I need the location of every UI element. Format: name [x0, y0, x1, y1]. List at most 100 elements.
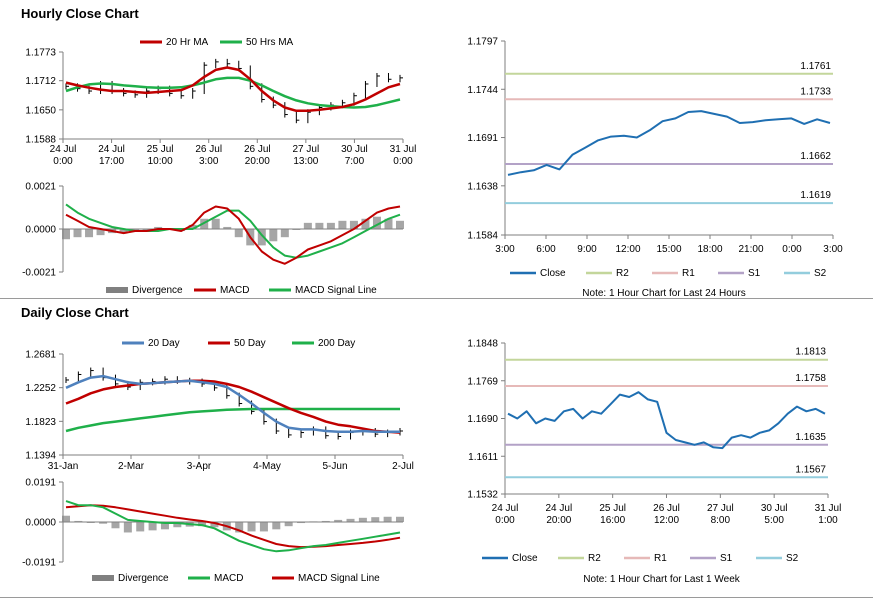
daily-pivot-note: Note: 1 Hour Chart for Last 1 Week [583, 574, 741, 585]
daily-pivot-x-tick-label: 26 Jul [653, 503, 680, 514]
hourly-price-x-tick-label: 7:00 [345, 156, 365, 167]
daily-pivot-legend-label: Close [512, 553, 538, 564]
hourly-macd-legend-label: MACD [220, 285, 249, 296]
hourly-price-x-tick-label: 10:00 [148, 156, 173, 167]
daily-pivot-x-tick-label: 5:00 [764, 515, 784, 526]
hourly-pivot-y-tick-label: 1.1691 [467, 133, 498, 144]
daily-divergence-bar [123, 522, 132, 533]
daily-divergence-bar [396, 516, 404, 522]
bottom-border [0, 597, 873, 598]
daily-macd-line [65, 500, 401, 553]
hourly-pivot-x-tick-label: 6:00 [536, 244, 556, 255]
daily-pivot-legend-label: R1 [654, 553, 667, 564]
hourly-pivot-x-tick-label: 12:00 [615, 244, 640, 255]
hourly-price-x-tick-label: 31 Jul [390, 144, 417, 155]
daily-divergence-bar [173, 522, 182, 528]
daily-macd-legend-swatch [92, 575, 114, 581]
daily-divergence-bar [284, 522, 293, 527]
hourly-pivot-y-tick-label: 1.1797 [467, 37, 498, 48]
hourly-price-x-tick-label: 26 Jul [244, 144, 271, 155]
hourly-pivot-y-tick-label: 1.1638 [467, 181, 498, 192]
daily-price-x-tick-label: 2-Jul [392, 461, 414, 472]
daily-pivot-x-tick-label: 12:00 [654, 515, 679, 526]
daily-pivot-level-s2-label: 1.1567 [795, 464, 826, 475]
hourly-price-y-tick-label: 1.1588 [25, 135, 56, 146]
daily-divergence-bar [210, 522, 219, 528]
daily-pivot-x-tick-label: 27 Jul [707, 503, 734, 514]
hourly-macd-legend-label: Divergence [132, 285, 183, 296]
daily-pivot-y-tick-label: 1.1690 [467, 414, 498, 425]
daily-pivot-x-tick-label: 25 Jul [599, 503, 626, 514]
hourly-pivot-level-r2-label: 1.1761 [800, 61, 831, 72]
daily-price-x-tick-label: 2-Mar [118, 461, 145, 472]
hourly-price-x-tick-label: 24 Jul [50, 144, 77, 155]
hourly-divergence-bar [384, 218, 393, 229]
daily-pivot-legend-label: R2 [588, 553, 601, 564]
hourly-divergence-bar [326, 222, 335, 229]
section-separator [0, 298, 873, 299]
hourly-pivot-x-tick-label: 15:00 [656, 244, 681, 255]
hourly-pivot-y-tick-label: 1.1744 [467, 85, 498, 96]
hourly-divergence-bar [280, 229, 289, 238]
daily-pivot-y-tick-label: 1.1611 [468, 452, 498, 463]
daily-macd-legend-label: Divergence [118, 573, 169, 584]
daily-price-y-tick-label: 1.1823 [25, 417, 56, 428]
hourly-pivot-legend-label: Close [540, 268, 566, 279]
hourly-pivot-level-r1-label: 1.1733 [800, 86, 831, 97]
daily-divergence-bar [383, 516, 392, 522]
hourly-macd-y-tick-label: 0.0000 [25, 225, 56, 236]
daily-divergence-bar [321, 520, 330, 522]
daily-divergence-bar [346, 518, 355, 522]
hourly-price-x-tick-label: 26 Jul [195, 144, 222, 155]
hourly-pivot-x-tick-label: 3:00 [823, 244, 843, 255]
hourly-pivot-legend-label: R1 [682, 268, 695, 279]
daily-20day-line [65, 374, 400, 434]
hourly-price-y-tick-label: 1.1773 [25, 48, 56, 59]
hourly-divergence-bar [154, 226, 163, 229]
daily-divergence-bar [358, 517, 367, 522]
daily-price-legend-label: 20 Day [148, 338, 180, 349]
hourly-divergence-bar [119, 229, 128, 234]
daily-price-legend-label: 50 Day [234, 338, 266, 349]
hourly-divergence-bar [223, 226, 232, 229]
hourly-divergence-bar [142, 229, 151, 230]
daily-pivot-x-tick-label: 31 Jul [815, 503, 842, 514]
hourly-divergence-bar [292, 229, 301, 230]
hourly-price-x-tick-label: 25 Jul [147, 144, 174, 155]
daily-divergence-bar [74, 520, 83, 522]
hourly-20hr-ma-line [65, 66, 401, 113]
hourly-divergence-bar [269, 229, 278, 242]
daily-pivot-x-tick-label: 8:00 [711, 515, 731, 526]
hourly-50hr-ma-line [65, 76, 401, 109]
daily-divergence-bar [334, 519, 343, 522]
daily-section-title: Daily Close Chart [21, 305, 129, 320]
hourly-divergence-bar [85, 229, 94, 238]
daily-divergence-bar [160, 522, 169, 530]
hourly-pivot-legend-label: S2 [814, 268, 827, 279]
daily-pivot-x-tick-label: 16:00 [600, 515, 625, 526]
hourly-macd-y-tick-label: 0.0021 [25, 182, 56, 193]
hourly-pivot-level-s1-label: 1.1662 [800, 151, 831, 162]
daily-50day-line [65, 379, 401, 434]
hourly-pivot-close-line [507, 110, 831, 176]
hourly-price-x-tick-label: 27 Jul [293, 144, 320, 155]
daily-pivot-x-tick-label: 20:00 [546, 515, 571, 526]
daily-pivot-x-tick-label: 24 Jul [492, 503, 519, 514]
hourly-price-x-tick-label: 30 Jul [341, 144, 368, 155]
hourly-macd-legend-swatch [106, 287, 128, 293]
daily-200day-line [65, 407, 400, 433]
daily-price-y-tick-label: 1.1394 [25, 451, 56, 462]
daily-divergence-bar [259, 522, 268, 532]
daily-price-y-tick-label: 1.2681 [25, 350, 56, 361]
hourly-divergence-bar [188, 224, 197, 229]
hourly-divergence-bar [73, 229, 82, 238]
hourly-price-x-tick-label: 17:00 [99, 156, 124, 167]
hourly-divergence-bar [234, 229, 243, 238]
hourly-price-x-tick-label: 24 Jul [98, 144, 125, 155]
daily-pivot-y-tick-label: 1.1769 [467, 376, 498, 387]
daily-macd-legend-label: MACD Signal Line [298, 573, 380, 584]
hourly-divergence-bar [338, 220, 347, 229]
daily-price-x-tick-label: 5-Jun [322, 461, 347, 472]
hourly-divergence-bar [396, 220, 404, 229]
daily-divergence-bar [136, 522, 145, 532]
